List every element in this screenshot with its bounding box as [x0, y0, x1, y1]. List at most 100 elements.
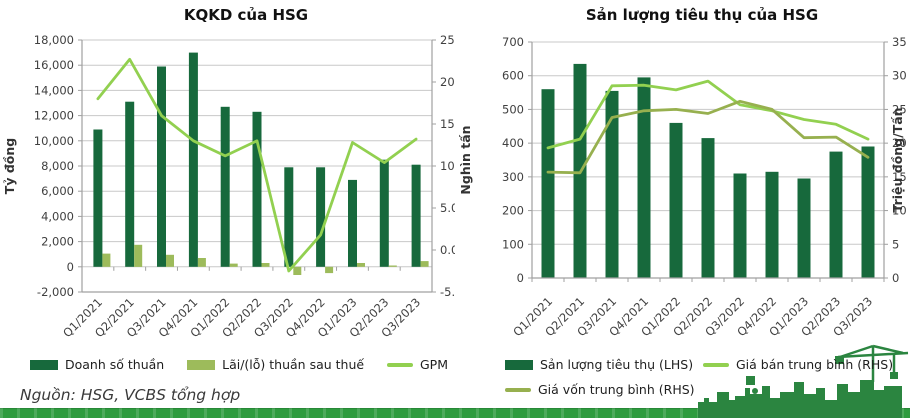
left-axis-tick-label: 300	[502, 170, 524, 184]
legend-label-doanh-so-thuan: Doanh số thuần	[65, 357, 165, 372]
bar-doanh-so-thuan	[348, 179, 357, 267]
right-chart-san-luong: 010020030040050060070005101520253035Q1/2…	[458, 35, 907, 339]
source-note: Nguồn: HSG, VCBS tổng hợp	[20, 386, 241, 404]
city-skyline-graphic	[698, 344, 909, 418]
left-axis-tick-label: 10,000	[34, 134, 74, 148]
bar-san-luong-tieu-thu	[861, 146, 875, 278]
left-axis-tick-label: 0	[517, 271, 524, 285]
left-axis-tick-label: 8,000	[41, 159, 74, 173]
legend-item-doanh-so-thuan: Doanh số thuần	[30, 357, 164, 372]
left-axis-tick-label: 600	[502, 69, 524, 83]
left-axis-tick-label: 700	[502, 35, 524, 49]
legend-label-lai-lo-thuan-sau-thue: Lãi/(lỗ) thuần sau thuế	[222, 357, 365, 372]
legend-label-gia-von-trung-binh: Giá vốn trung bình (RHS)	[538, 382, 695, 397]
right-axis-tick-label: 35	[892, 35, 907, 49]
left-axis-tick-label: 6,000	[41, 184, 74, 198]
legend-label-gpm: GPM	[419, 357, 448, 372]
left-axis-tick-label: 400	[502, 136, 524, 150]
y-axis-title-right: Triệu đồng/Tấn	[890, 107, 905, 212]
bar-doanh-so-thuan	[93, 129, 103, 267]
left-axis-tick-label: 16,000	[34, 58, 74, 72]
bar-san-luong-tieu-thu	[669, 122, 683, 279]
right-chart-title: Sản lượng tiêu thụ của HSG	[585, 6, 819, 24]
bar-lai-lo-thuan-sau-thue	[420, 261, 429, 267]
bar-san-luong-tieu-thu	[605, 90, 619, 279]
bar-san-luong-tieu-thu	[829, 151, 843, 278]
bar-lai-lo-thuan-sau-thue	[166, 254, 174, 267]
left-axis-tick-label: 14,000	[34, 83, 74, 97]
right-axis-tick-label: 30	[892, 69, 907, 83]
bar-san-luong-tieu-thu	[733, 173, 747, 278]
right-axis-tick-label: 15.0%	[440, 117, 455, 131]
y-axis-title-left: Nghìn tấn	[458, 125, 473, 194]
bar-doanh-so-thuan	[125, 101, 135, 267]
bar-lai-lo-thuan-sau-thue	[293, 266, 302, 275]
left-axis-tick-label: 0	[67, 260, 74, 274]
bar-lai-lo-thuan-sau-thue	[229, 263, 238, 267]
legend-swatch-gia-ban-trung-binh	[703, 362, 729, 367]
footer-strip	[0, 408, 910, 418]
left-chart-title: KQKD của HSG	[183, 6, 309, 24]
bar-doanh-so-thuan	[411, 164, 421, 267]
right-axis-tick-label: 10	[892, 204, 907, 218]
bar-doanh-so-thuan	[379, 159, 389, 267]
left-axis-tick-label: 4,000	[41, 209, 74, 223]
left-chart-legend: Doanh số thuần Lãi/(lỗ) thuần sau thuế GPM	[30, 357, 448, 372]
right-chart-legend: Sản lượng tiêu thụ (LHS) Giá bán trung bì…	[505, 357, 907, 397]
legend-item-san-luong-tieu-thu: Sản lượng tiêu thụ (LHS)	[505, 357, 703, 372]
bar-doanh-so-thuan	[220, 106, 230, 267]
right-axis-tick-label: -5.0%	[440, 285, 455, 299]
left-axis-tick-label: -2,000	[37, 285, 74, 299]
bar-san-luong-tieu-thu	[797, 178, 811, 278]
legend-item-lai-lo-thuan-sau-thue: Lãi/(lỗ) thuần sau thuế	[187, 357, 364, 372]
legend-swatch-gia-von-trung-binh	[505, 387, 531, 392]
legend-swatch-lai-lo-thuan-sau-thue	[187, 359, 216, 370]
line-gia-von-trung-binh	[546, 99, 870, 175]
bar-doanh-so-thuan	[252, 111, 262, 267]
construction-crane	[837, 344, 909, 382]
bar-san-luong-tieu-thu	[765, 171, 779, 278]
bar-lai-lo-thuan-sau-thue	[388, 265, 397, 267]
bar-doanh-so-thuan	[188, 52, 198, 267]
bar-san-luong-tieu-thu	[541, 89, 555, 278]
right-axis-tick-label: 25	[892, 102, 907, 116]
legend-label-san-luong-tieu-thu: Sản lượng tiêu thụ (LHS)	[540, 357, 694, 372]
right-axis-tick-label: 5	[892, 237, 899, 251]
bar-doanh-so-thuan	[157, 66, 166, 267]
right-axis-tick-label: 25.0%	[440, 33, 455, 47]
left-axis-tick-label: 500	[502, 102, 524, 116]
skyline-buildings	[698, 356, 902, 418]
bar-doanh-so-thuan	[284, 167, 294, 267]
bar-lai-lo-thuan-sau-thue	[197, 258, 206, 267]
bar-doanh-so-thuan	[316, 167, 326, 267]
right-axis-tick-label: 0.0%	[440, 243, 455, 257]
right-axis-tick-label: 0	[892, 271, 899, 285]
bar-lai-lo-thuan-sau-thue	[261, 263, 270, 267]
right-axis-tick-label: 20	[892, 136, 907, 150]
legend-label-gia-ban-trung-binh: Giá bán trung bình (RHS)	[736, 357, 894, 372]
bar-lai-lo-thuan-sau-thue	[325, 266, 334, 274]
y-axis-title-left: Tỷ đồng	[2, 138, 17, 194]
bar-lai-lo-thuan-sau-thue	[357, 263, 365, 267]
right-axis-tick-label: 20.0%	[440, 75, 455, 89]
left-axis-tick-label: 12,000	[34, 109, 74, 123]
legend-item-gpm: GPM	[386, 357, 448, 372]
right-axis-tick-label: 10.0%	[440, 159, 455, 173]
line-gpm	[96, 57, 418, 273]
right-axis-tick-label: 15	[892, 170, 907, 184]
left-axis-tick-label: 200	[502, 204, 524, 218]
left-chart-kqkd: -2,000 0 2,000 4,000 6,000 8,000 10,000 12,000 1…	[2, 33, 455, 340]
right-axis-tick-label: 5.0%	[440, 201, 455, 215]
legend-item-gia-ban-trung-binh: Giá bán trung bình (RHS)	[703, 357, 907, 372]
legend-item-gia-von-trung-binh: Giá vốn trung bình (RHS)	[505, 382, 703, 397]
bar-lai-lo-thuan-sau-thue	[102, 253, 111, 267]
legend-swatch-doanh-so-thuan	[30, 359, 58, 370]
left-axis-tick-label: 18,000	[34, 33, 74, 47]
legend-swatch-gpm	[386, 362, 413, 367]
bar-lai-lo-thuan-sau-thue	[134, 244, 143, 267]
bar-san-luong-tieu-thu	[701, 138, 715, 278]
left-axis-tick-label: 100	[502, 237, 524, 251]
bar-san-luong-tieu-thu	[637, 77, 651, 279]
line-gia-ban-trung-binh	[546, 79, 870, 150]
